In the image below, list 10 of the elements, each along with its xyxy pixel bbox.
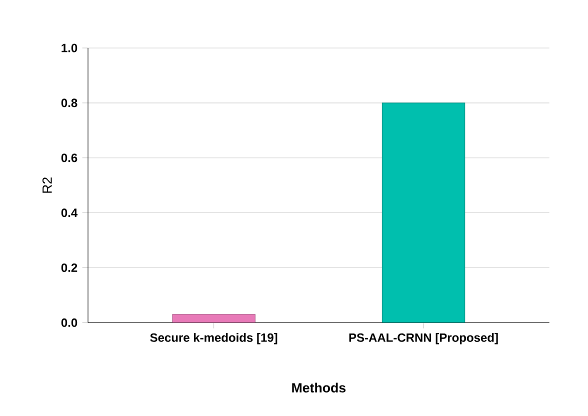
y-tick-label: 0.6 bbox=[61, 154, 78, 162]
y-tick-label: 0.8 bbox=[61, 98, 78, 108]
x-tick-label: Secure k-medoids [19] bbox=[150, 333, 278, 344]
x-tick-label: PS-AAL-CRNN [Proposed] bbox=[349, 333, 498, 344]
y-tick-label: 0.0 bbox=[61, 318, 78, 327]
y-tick-label: 1.0 bbox=[62, 44, 78, 52]
y-tick-label: 0.2 bbox=[61, 263, 78, 272]
y-tick-label: 0.4 bbox=[61, 208, 78, 218]
y-axis-title: R2 bbox=[42, 177, 52, 193]
x-axis-title: Methods bbox=[292, 382, 346, 393]
